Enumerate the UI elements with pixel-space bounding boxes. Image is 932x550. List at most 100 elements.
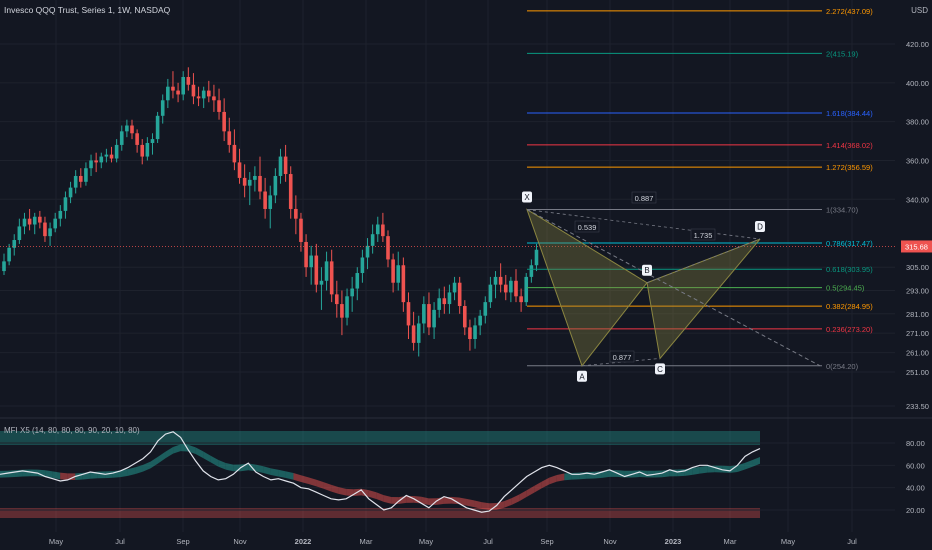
price-axis-label: 251.00 xyxy=(906,368,929,377)
candle-body xyxy=(509,280,513,293)
mfi-cloud xyxy=(564,472,572,481)
candle-body xyxy=(99,156,104,163)
pattern-ratio-box xyxy=(609,350,635,363)
chart-title: Invesco QQQ Trust, Series 1, 1W, NASDAQ xyxy=(4,5,171,15)
candle-body xyxy=(437,298,441,310)
mfi-cloud xyxy=(316,479,324,489)
ratio-line-bd xyxy=(646,238,761,284)
candle-body xyxy=(360,257,365,274)
candle-body xyxy=(406,302,411,326)
candle-body xyxy=(314,255,319,285)
candle-body xyxy=(488,284,493,303)
candle-body xyxy=(32,216,37,225)
candle-body xyxy=(232,144,237,163)
mfi-cloud xyxy=(722,465,730,473)
time-axis-label: Jul xyxy=(847,537,857,546)
candle-body xyxy=(529,265,534,277)
pattern-point-label: C xyxy=(657,365,663,374)
candle-body xyxy=(416,323,421,343)
mfi-cloud xyxy=(361,488,369,497)
candle-body xyxy=(2,261,6,272)
time-axis-label: Nov xyxy=(603,537,617,546)
time-axis-label: 2022 xyxy=(295,537,312,546)
mfi-overbought-band xyxy=(0,431,760,445)
mfi-axis-label: 80.00 xyxy=(906,439,925,448)
price-axis-label: 380.00 xyxy=(906,118,929,127)
candle-body xyxy=(84,168,88,182)
mfi-cloud xyxy=(52,471,61,480)
candle-body xyxy=(130,125,134,134)
candle-body xyxy=(237,162,242,178)
mfi-cloud xyxy=(293,473,301,482)
price-axis-label: 400.00 xyxy=(906,79,929,88)
candle-body xyxy=(171,86,175,91)
candle-body xyxy=(27,218,32,225)
mfi-axis-label: 40.00 xyxy=(906,484,925,493)
candle-body xyxy=(150,139,155,143)
candle-body xyxy=(493,276,498,285)
mfi-cloud xyxy=(210,455,219,467)
price-axis-label: 233.50 xyxy=(906,402,929,411)
fib-level-label: 2(415.19) xyxy=(826,49,859,58)
mfi-cloud xyxy=(383,495,392,504)
candle-body xyxy=(125,125,129,132)
candle-body xyxy=(283,156,288,175)
mfi-cloud xyxy=(436,497,444,505)
mfi-line xyxy=(0,431,761,513)
mfi-cloud xyxy=(519,490,527,502)
candle-body xyxy=(391,259,395,283)
candle-body xyxy=(370,234,375,246)
mfi-cloud xyxy=(331,484,339,494)
candle-body xyxy=(519,296,523,303)
candle-body xyxy=(207,90,211,97)
mfi-cloud xyxy=(142,461,151,472)
candle-body xyxy=(432,309,436,328)
candle-body xyxy=(166,86,170,101)
price-axis-label: 281.00 xyxy=(906,310,929,319)
candle-body xyxy=(119,131,124,145)
mfi-cloud xyxy=(263,466,271,476)
candle-body xyxy=(12,240,17,248)
mfi-cloud xyxy=(368,490,377,499)
candle-body xyxy=(375,224,380,235)
candle-body xyxy=(68,187,73,198)
mfi-cloud xyxy=(127,467,136,476)
candle-body xyxy=(191,84,196,97)
candle-body xyxy=(278,156,283,176)
pattern-ratio-box xyxy=(631,191,657,204)
fib-level-label: 0.618(303.95) xyxy=(826,265,873,274)
time-axis-label: Sep xyxy=(176,537,189,546)
fib-level-label: 1.414(368.02) xyxy=(826,141,873,150)
mfi-cloud xyxy=(692,466,700,475)
pattern-point-box xyxy=(642,264,652,276)
mfi-cloud xyxy=(135,464,143,474)
candle-body xyxy=(22,218,27,227)
pattern-triangle-xab xyxy=(526,208,648,367)
candle-body xyxy=(427,304,431,328)
candle-body xyxy=(478,315,482,326)
mfi-cloud xyxy=(346,488,354,496)
mfi-cloud xyxy=(601,470,610,478)
candle-body xyxy=(73,175,78,188)
fib-level-label: 0.786(317.47) xyxy=(826,239,873,248)
candle-body xyxy=(160,100,165,116)
candle-body xyxy=(498,276,503,285)
candle-body xyxy=(63,197,68,211)
pattern-ratio-label: 0.877 xyxy=(613,353,632,362)
candle-body xyxy=(38,216,42,223)
time-axis-label: Sep xyxy=(540,537,553,546)
candle-body xyxy=(288,174,293,209)
mfi-cloud xyxy=(459,497,467,506)
mfi-cloud xyxy=(165,446,174,459)
pattern-point-box xyxy=(577,370,587,382)
mfi-axis-label: 60.00 xyxy=(906,461,925,470)
fib-level-label: 0(254.20) xyxy=(826,362,859,371)
candle-body xyxy=(135,133,139,145)
mfi-cloud xyxy=(225,462,234,472)
candle-body xyxy=(468,327,472,340)
candle-body xyxy=(268,195,273,209)
mfi-cloud xyxy=(195,447,204,459)
candle-body xyxy=(186,76,191,85)
candle-body xyxy=(155,115,160,140)
